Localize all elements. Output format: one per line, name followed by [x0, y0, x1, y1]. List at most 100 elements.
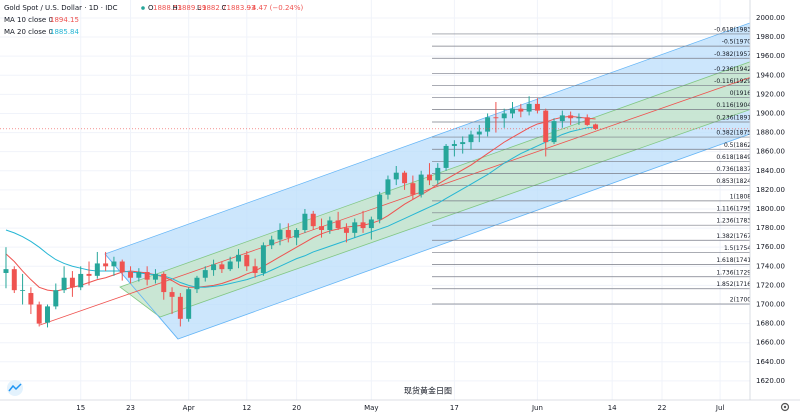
- candle-body: [451, 144, 457, 146]
- tradingview-logo[interactable]: [7, 380, 23, 396]
- fib-label: 0.853(1824.39): [716, 178, 763, 185]
- fib-label: 0.116(1904.00): [716, 102, 763, 109]
- y-tick-label: 1700.00: [756, 300, 785, 308]
- ohlc-value: 1883.93: [227, 4, 256, 12]
- x-tick-label: 17: [450, 404, 459, 412]
- candle-body: [385, 179, 391, 195]
- candle-body: [501, 113, 507, 119]
- x-tick-label: May: [364, 404, 378, 412]
- candle-body: [53, 290, 59, 307]
- candle-body: [103, 263, 109, 267]
- candle-body: [94, 263, 100, 276]
- plot: [0, 96, 750, 328]
- candle-body: [136, 272, 142, 278]
- fib-label: 1.5(1754.50): [724, 245, 763, 252]
- ohlc-label: C: [222, 4, 227, 12]
- candle-body: [86, 273, 92, 276]
- y-tick-label: 1920.00: [756, 90, 785, 98]
- candle-body: [551, 121, 557, 143]
- candle-body: [61, 277, 67, 291]
- candle-body: [360, 222, 366, 229]
- candle-body: [485, 117, 491, 132]
- y-tick-label: 1720.00: [756, 281, 785, 289]
- ma-line: [5, 115, 596, 292]
- ma-line: [5, 126, 596, 288]
- candle-body: [576, 117, 582, 119]
- candle-body: [277, 229, 283, 240]
- candle-body: [186, 289, 192, 319]
- fib-channel-inner: [119, 43, 800, 318]
- candle-body: [402, 172, 408, 184]
- y-tick-label: 1800.00: [756, 205, 785, 213]
- candle-body: [343, 228, 349, 233]
- settings-button[interactable]: [780, 402, 790, 412]
- y-tick-label: 1660.00: [756, 339, 785, 347]
- candle-body: [78, 273, 84, 288]
- ohlc-value: 1888.53: [153, 4, 182, 12]
- candle-body: [169, 292, 175, 297]
- fib-retracement: -0.618(1983.29) -0.5(1970.54) -0.382(1957.…: [432, 26, 800, 305]
- x-tick-label: 12: [242, 404, 251, 412]
- y-axis-strip: [750, 0, 800, 400]
- fib-label: 1.852(1716.48): [716, 281, 763, 288]
- candle-body: [426, 174, 432, 181]
- candle-body: [3, 269, 9, 273]
- candle-body: [518, 108, 524, 112]
- ohlc-value: 1882.7: [202, 4, 227, 12]
- candle-body: [410, 183, 416, 195]
- y-tick-label: 1840.00: [756, 167, 785, 175]
- candle-body: [219, 264, 225, 270]
- candle-body: [235, 254, 241, 262]
- candle-body: [543, 110, 549, 143]
- y-tick-label: 1760.00: [756, 243, 785, 251]
- candle-body: [584, 117, 590, 125]
- fib-label: 0.618(1849.77): [716, 154, 763, 161]
- y-tick-label: 1860.00: [756, 148, 785, 156]
- fib-label: 0(1916.53): [730, 90, 763, 97]
- y-tick-label: 1820.00: [756, 186, 785, 194]
- y-tick-label: 1900.00: [756, 109, 785, 117]
- ohlc-legend: O 1888.53H 1889.39L 1882.7C 1883.93: [148, 4, 255, 12]
- candle-body: [144, 272, 150, 280]
- y-tick-label: 1960.00: [756, 52, 785, 60]
- ohlc-value: 1889.39: [178, 4, 207, 12]
- candle-body: [244, 254, 250, 267]
- fib-label: 0.736(1837.03): [716, 166, 763, 173]
- legend-value: 1894.15: [50, 16, 79, 24]
- candle-body: [327, 220, 333, 230]
- candle-body: [443, 145, 449, 168]
- candle-body: [28, 293, 34, 305]
- candle-body: [468, 134, 474, 143]
- candle-body: [476, 131, 482, 135]
- candle-body: [534, 103, 540, 111]
- candle-body: [302, 213, 308, 230]
- fib-label: -0.116(1929.06): [714, 78, 763, 85]
- candle-body: [285, 229, 291, 238]
- fib-channel-edge: [104, 253, 179, 340]
- candle-body: [202, 270, 208, 278]
- y-tick-label: 1740.00: [756, 262, 785, 270]
- x-tick-label: Jun: [531, 404, 543, 412]
- gear-center: [783, 405, 787, 409]
- y-tick-label: 2000.00: [756, 14, 785, 22]
- candle-body: [393, 172, 399, 180]
- candle-body: [128, 272, 134, 278]
- candle-body: [227, 261, 233, 270]
- candle-body: [252, 266, 258, 273]
- y-tick-label: 1640.00: [756, 358, 785, 366]
- candle-body: [493, 117, 499, 119]
- x-tick-label: 20: [292, 404, 301, 412]
- candle-body: [568, 115, 574, 119]
- candle-body: [460, 142, 466, 145]
- axes: 1620.00 1640.00 1660.00 1680.00 1700.00 1720.…: [76, 14, 785, 412]
- candle-body: [20, 290, 26, 291]
- candle-body: [152, 273, 158, 280]
- candle-body: [319, 226, 325, 230]
- x-tick-label: 23: [126, 404, 135, 412]
- fib-label: 1.382(1767.25): [716, 233, 763, 240]
- ohlc-label: O: [148, 4, 154, 12]
- symbol-title: Gold Spot / U.S. Dollar · 1D · IDC: [4, 4, 118, 12]
- candle-body: [559, 115, 565, 122]
- candle-body: [260, 245, 266, 273]
- status-dot: [141, 6, 145, 10]
